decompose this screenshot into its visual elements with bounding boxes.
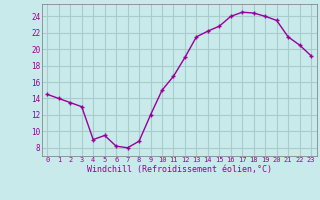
X-axis label: Windchill (Refroidissement éolien,°C): Windchill (Refroidissement éolien,°C): [87, 165, 272, 174]
